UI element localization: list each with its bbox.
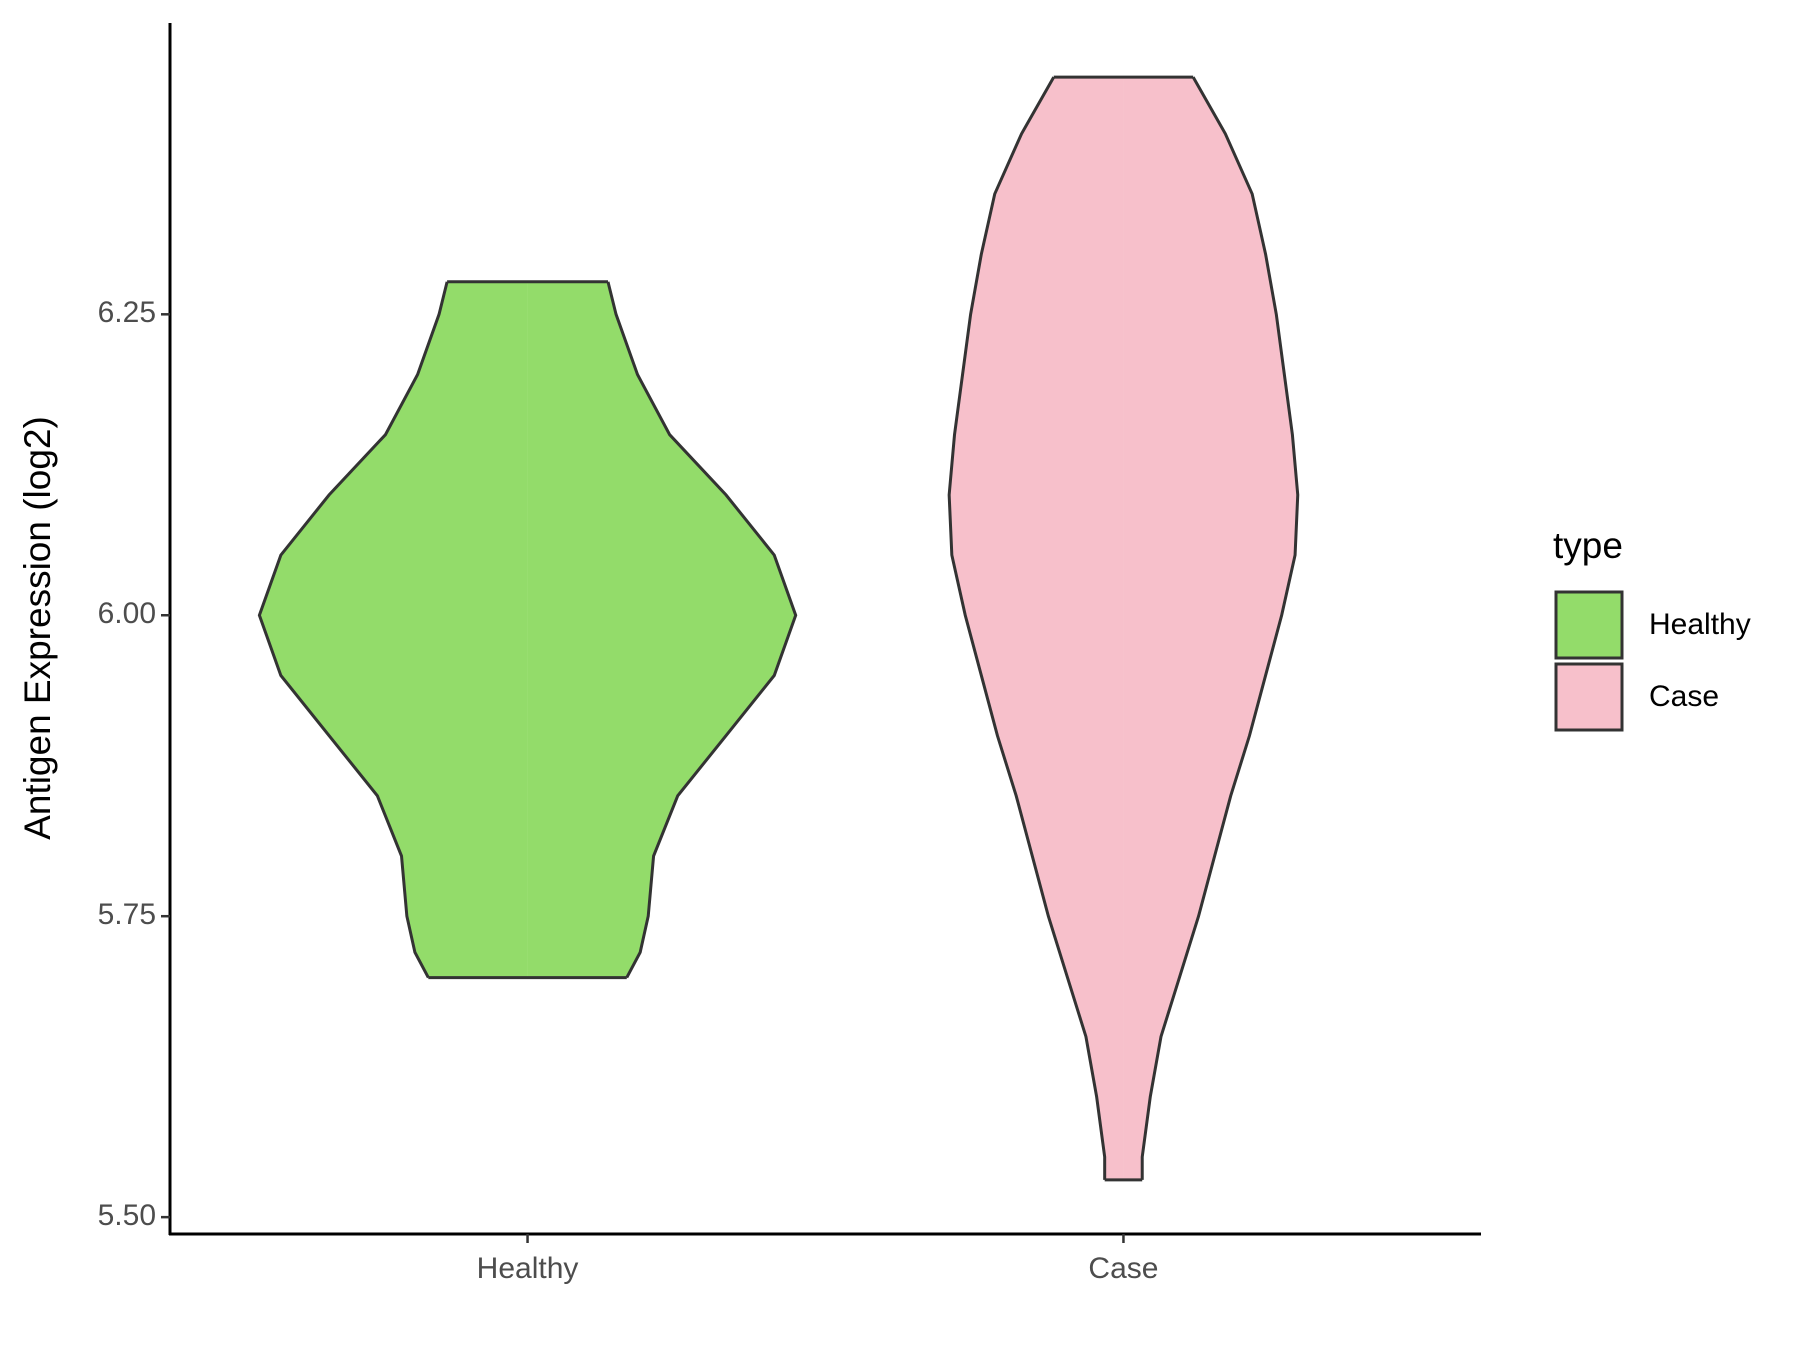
y-tick-label: 5.50	[98, 1199, 156, 1232]
violin-half-fill	[259, 281, 528, 978]
violin-half-fill	[949, 77, 1124, 1180]
violin-half-fill	[1123, 77, 1298, 1180]
violin-outline	[606, 281, 798, 979]
violin-half-fill	[527, 281, 796, 978]
legend-key	[1554, 590, 1624, 660]
violin-outline	[1140, 76, 1300, 1180]
legend-title: type	[1553, 525, 1623, 566]
legend-label: Case	[1649, 680, 1719, 713]
violin-outline	[257, 281, 449, 979]
violin-outline	[947, 76, 1107, 1180]
y-axis-title: Antigen Expression (log2)	[17, 416, 58, 840]
legend-label: Healthy	[1649, 608, 1751, 641]
legend-key	[1554, 662, 1624, 732]
x-tick-label: Case	[1088, 1252, 1158, 1285]
y-tick-label: 6.00	[98, 597, 156, 630]
x-tick-label: Healthy	[477, 1252, 579, 1285]
y-tick-label: 6.25	[98, 296, 156, 329]
y-tick-label: 5.75	[98, 898, 156, 931]
